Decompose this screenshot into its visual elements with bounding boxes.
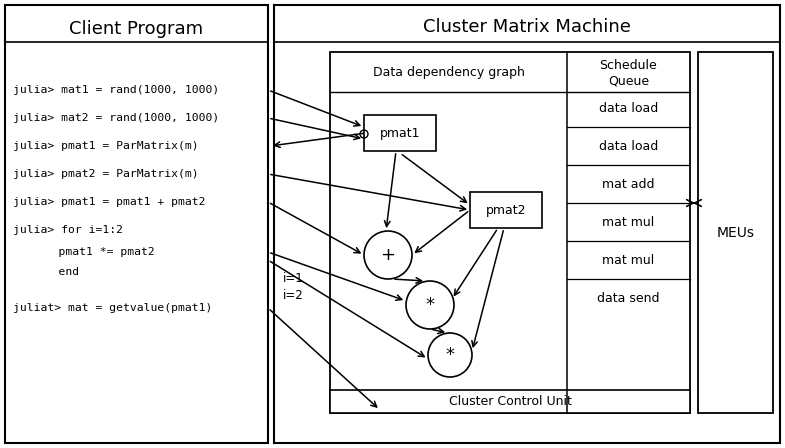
Text: juliat> mat = getvalue(pmat1): juliat> mat = getvalue(pmat1) xyxy=(13,303,213,313)
Text: Schedule
Queue: Schedule Queue xyxy=(600,59,657,87)
Text: julia> pmat1 = ParMatrix(m): julia> pmat1 = ParMatrix(m) xyxy=(13,141,199,151)
Text: *: * xyxy=(446,346,455,364)
Text: MEUs: MEUs xyxy=(717,225,754,240)
Text: Data dependency graph: Data dependency graph xyxy=(373,65,524,78)
Circle shape xyxy=(428,333,472,377)
Text: mat mul: mat mul xyxy=(602,254,655,267)
Text: Cluster Matrix Machine: Cluster Matrix Machine xyxy=(423,18,631,36)
Text: mat mul: mat mul xyxy=(602,215,655,228)
Text: julia> mat2 = rand(1000, 1000): julia> mat2 = rand(1000, 1000) xyxy=(13,113,219,123)
Circle shape xyxy=(406,281,454,329)
FancyBboxPatch shape xyxy=(274,5,780,443)
FancyBboxPatch shape xyxy=(364,115,436,151)
Text: pmat1: pmat1 xyxy=(380,126,420,139)
FancyBboxPatch shape xyxy=(698,52,773,413)
Text: julia> mat1 = rand(1000, 1000): julia> mat1 = rand(1000, 1000) xyxy=(13,85,219,95)
Text: pmat1 *= pmat2: pmat1 *= pmat2 xyxy=(31,247,155,257)
FancyBboxPatch shape xyxy=(5,5,268,443)
FancyBboxPatch shape xyxy=(330,390,690,413)
Text: *: * xyxy=(425,296,435,314)
Text: Cluster Control Unit: Cluster Control Unit xyxy=(448,395,571,408)
Text: end: end xyxy=(31,267,79,277)
Text: i=1: i=1 xyxy=(283,271,304,284)
Text: julia> pmat1 = pmat1 + pmat2: julia> pmat1 = pmat1 + pmat2 xyxy=(13,197,206,207)
FancyBboxPatch shape xyxy=(330,52,690,413)
Text: mat add: mat add xyxy=(602,177,655,190)
Text: i=2: i=2 xyxy=(283,289,304,302)
Text: julia> pmat2 = ParMatrix(m): julia> pmat2 = ParMatrix(m) xyxy=(13,169,199,179)
Text: julia> for i=1:2: julia> for i=1:2 xyxy=(13,225,123,235)
Text: Client Program: Client Program xyxy=(69,20,203,38)
Text: pmat2: pmat2 xyxy=(486,203,526,216)
Circle shape xyxy=(364,231,412,279)
Text: data send: data send xyxy=(597,292,659,305)
FancyBboxPatch shape xyxy=(470,192,542,228)
Text: data load: data load xyxy=(599,102,658,115)
Text: data load: data load xyxy=(599,139,658,152)
Text: +: + xyxy=(381,246,396,264)
